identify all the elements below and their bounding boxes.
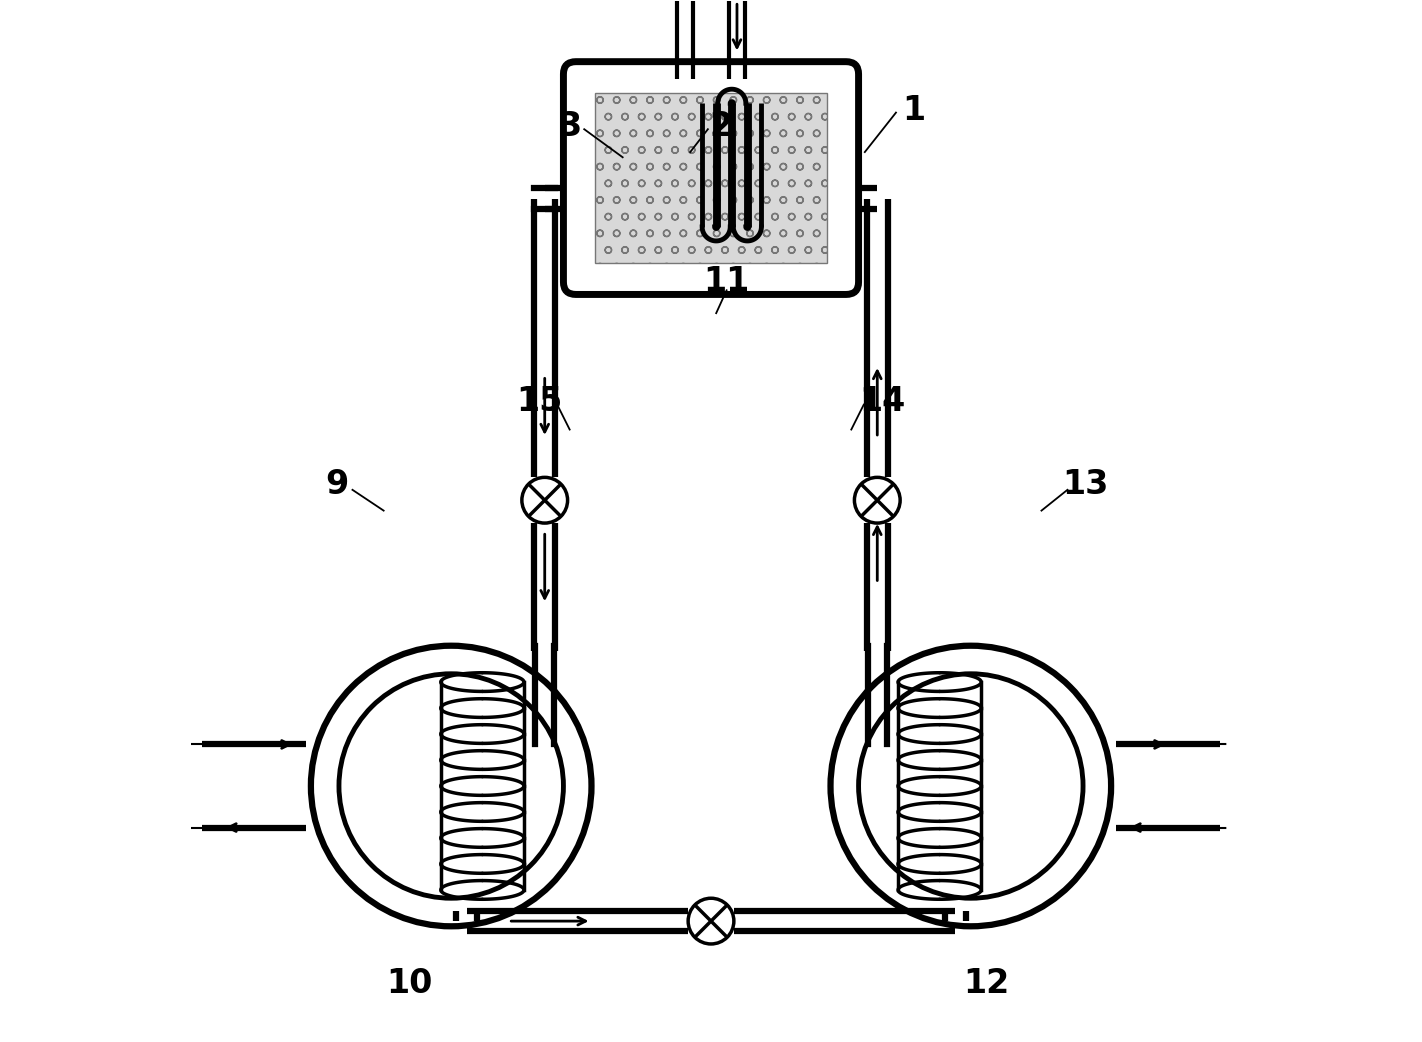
Circle shape (830, 646, 1111, 926)
Text: 15: 15 (516, 384, 563, 418)
Circle shape (522, 477, 567, 523)
Text: 1: 1 (902, 94, 926, 127)
Circle shape (311, 646, 592, 926)
Circle shape (859, 674, 1084, 898)
Text: 13: 13 (1062, 468, 1108, 501)
FancyBboxPatch shape (563, 61, 859, 295)
Text: 14: 14 (859, 384, 906, 418)
Circle shape (688, 898, 734, 944)
Text: 9: 9 (326, 468, 348, 501)
Text: 12: 12 (963, 967, 1010, 1000)
Text: 2: 2 (710, 109, 732, 143)
Circle shape (855, 477, 900, 523)
Text: 11: 11 (704, 266, 749, 298)
Text: 10: 10 (387, 967, 432, 1000)
Text: 3: 3 (559, 109, 583, 143)
Circle shape (338, 674, 563, 898)
FancyBboxPatch shape (594, 93, 828, 264)
